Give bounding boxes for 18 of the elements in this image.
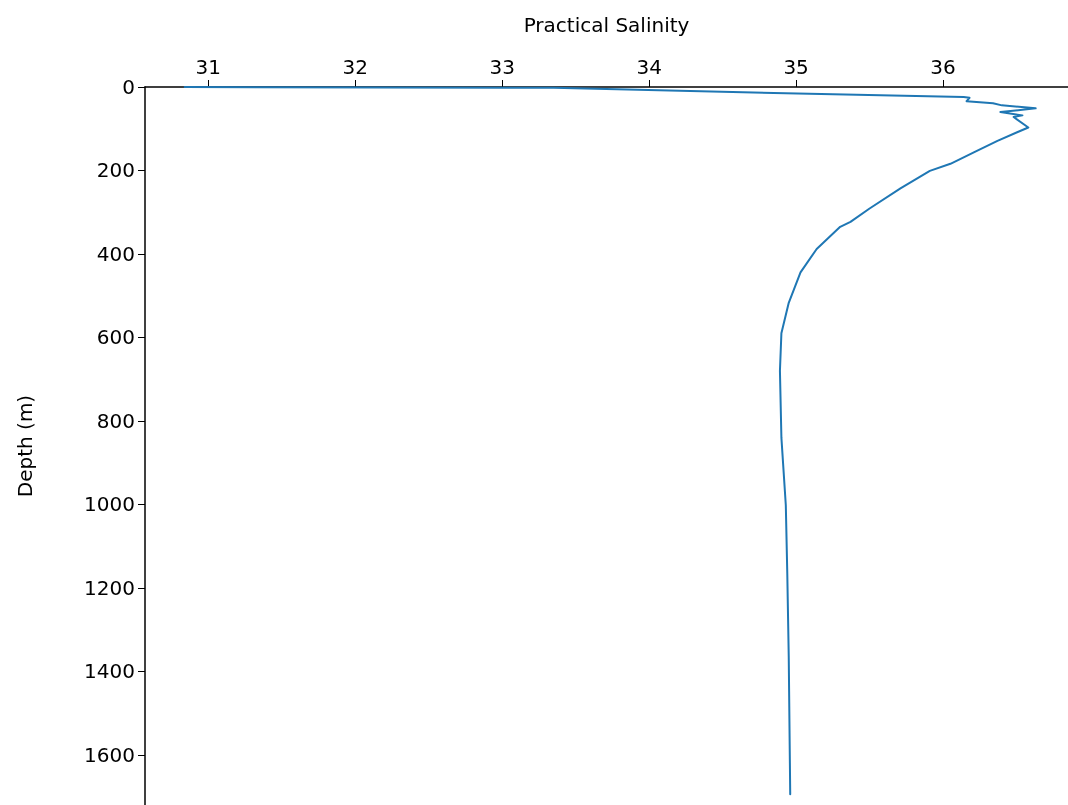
y-tick-label: 1600 [84, 742, 135, 767]
y-tick-label: 400 [96, 241, 135, 266]
y-tick-label: 1400 [84, 659, 135, 684]
x-tick-label: 31 [195, 55, 221, 79]
y-axis-title: Depth (m) [13, 394, 37, 498]
x-tick-label: 35 [783, 55, 809, 79]
y-tick-label: 1200 [84, 575, 135, 600]
y-tick-label: 200 [96, 158, 135, 183]
x-tick-label: 33 [489, 55, 515, 79]
x-tick-label: 36 [930, 55, 956, 79]
x-tick-label: 32 [342, 55, 368, 79]
y-tick-label: 0 [122, 75, 135, 99]
y-tick-label: 600 [96, 325, 135, 350]
x-axis-title: Practical Salinity [523, 13, 690, 37]
x-tick-label: 34 [636, 55, 662, 79]
y-tick-label: 1000 [84, 492, 135, 517]
y-tick-label: 800 [96, 408, 135, 433]
line-series [183, 86, 1037, 796]
